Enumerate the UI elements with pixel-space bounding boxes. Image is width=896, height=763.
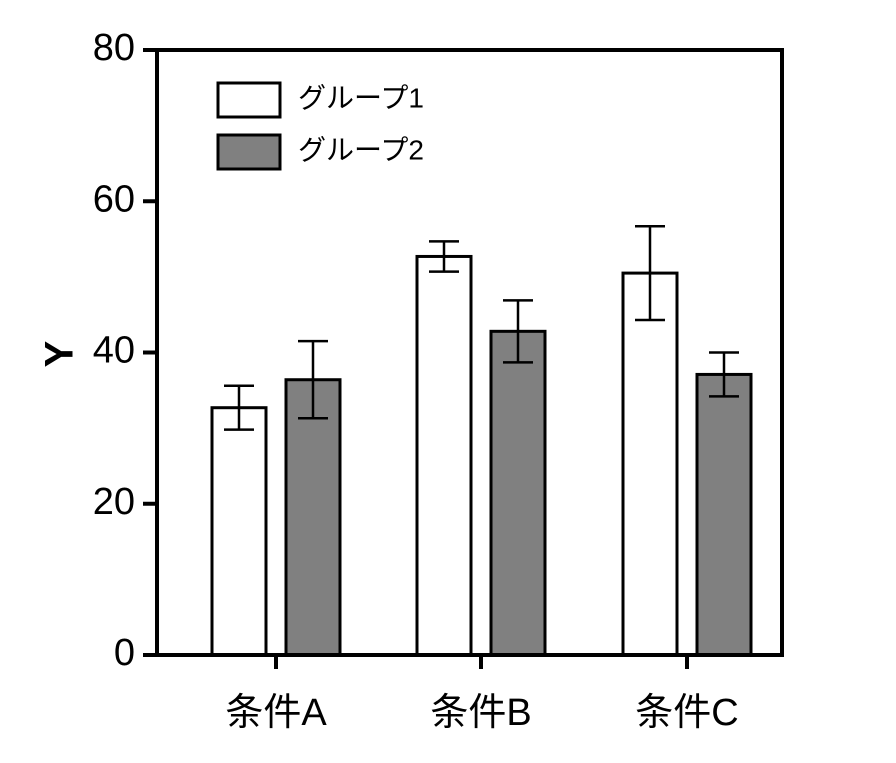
bar-1-1 <box>210 406 268 657</box>
y-axis-ticks: 0 20 40 60 80 <box>93 27 157 674</box>
legend-swatch-1 <box>216 81 282 119</box>
legend-label-2: グループ2 <box>298 134 424 165</box>
bar-1-2 <box>415 254 473 657</box>
y-tick-label: 80 <box>93 27 135 69</box>
error-bars-group <box>224 224 739 431</box>
bar-2-2 <box>489 329 547 657</box>
x-category-label: 条件B <box>430 692 531 734</box>
bars-group <box>210 254 753 657</box>
y-tick-label: 0 <box>114 632 135 674</box>
legend-swatch-2 <box>216 133 282 171</box>
y-tick-label: 20 <box>93 481 135 523</box>
y-tick-label: 60 <box>93 178 135 220</box>
x-axis-ticks: 条件A 条件B 条件C <box>225 655 739 734</box>
bar-1-3 <box>621 271 679 657</box>
y-tick-label: 40 <box>93 330 135 372</box>
bar-2-3 <box>695 372 753 657</box>
legend-label-1: グループ1 <box>298 82 424 113</box>
y-axis-title: Y <box>38 340 82 367</box>
x-category-label: 条件A <box>225 692 327 734</box>
legend: グループ1 グループ2 <box>216 81 424 171</box>
x-category-label: 条件C <box>635 692 738 734</box>
bar-2-1 <box>284 378 342 657</box>
